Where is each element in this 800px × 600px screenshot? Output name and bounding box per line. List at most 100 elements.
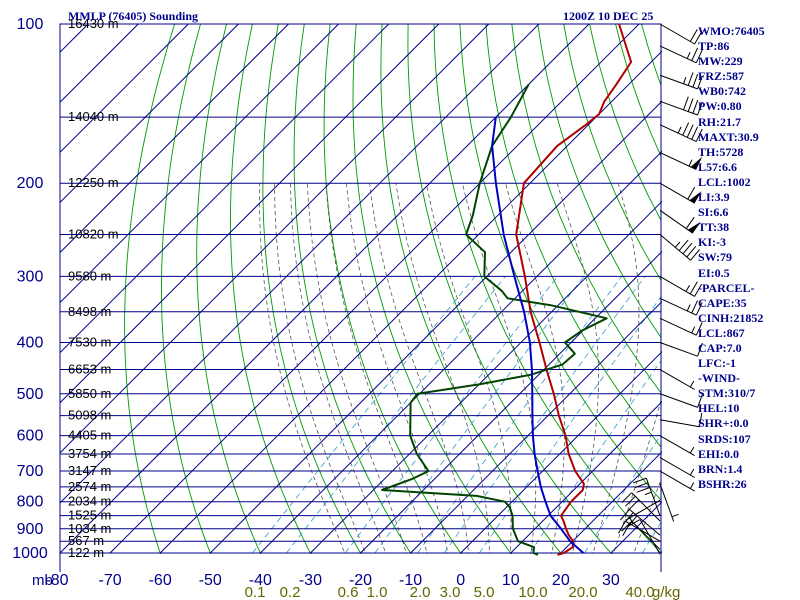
wind-barb [659, 342, 703, 357]
stability-index-item: STM:310/7 [698, 386, 756, 401]
parcel-profile [491, 117, 585, 554]
stability-index-item: CINH:21852 [698, 310, 764, 325]
wind-barb [659, 209, 701, 234]
moist-adiabat [369, 183, 470, 565]
temperature-tick-label: 20 [552, 572, 570, 589]
wind-barb [659, 45, 703, 64]
stability-index-item: LI:3.9 [698, 190, 730, 205]
pressure-tick-label: 500 [17, 386, 44, 403]
mixing-ratio-line [529, 359, 661, 554]
isotherm-line [0, 23, 189, 214]
wind-barb [621, 520, 661, 550]
barb-shaft [633, 477, 661, 516]
isotherm-line [0, 23, 239, 264]
pressure-tick-label: 800 [17, 494, 44, 511]
stability-index-item: WB0:742 [698, 84, 746, 99]
pressure-tick-label: 1000 [12, 545, 48, 562]
barb-shaft [659, 470, 695, 492]
barb-shaft [659, 96, 703, 116]
temperature-tick-label: -10 [399, 572, 422, 589]
stability-index-item: KI:-3 [698, 235, 726, 250]
stability-index-item: SRDS:107 [698, 431, 751, 446]
moist-adiabat [274, 183, 370, 565]
pressure-tick-label: 600 [17, 428, 44, 445]
pressure-tick-label: 200 [17, 175, 44, 192]
barb-shaft [659, 483, 679, 522]
mixing-ratio-label: 40.0 [625, 584, 654, 600]
stability-index-item: EHI:0.0 [698, 446, 740, 461]
barb-shaft [659, 369, 695, 390]
wind-barb [659, 483, 679, 522]
stability-indices-panel: WMO:76405 TP:86 MW:229 FRZ:587 WB0:742 PW:0.8… [698, 24, 765, 492]
barb-shaft [659, 457, 695, 478]
dry-adiabat [323, 24, 470, 565]
mixing-ratio-unit: g/kg [652, 584, 680, 600]
mixing-ratio-line [443, 276, 646, 554]
temperature-tick-label: -60 [149, 572, 172, 589]
dry-adiabat [230, 24, 317, 565]
height-label: 567 m [68, 533, 104, 548]
stability-index-item: PW:0.80 [698, 99, 742, 114]
wind-barb [659, 435, 695, 457]
wind-barb [633, 477, 661, 516]
stability-index-item: TP:86 [698, 39, 730, 54]
temperature-tick-label: -80 [45, 572, 68, 589]
stability-index-item: RH:21.7 [698, 114, 741, 129]
wind-barb [659, 96, 703, 116]
moist-adiabat [307, 183, 410, 565]
wind-barb [659, 72, 703, 90]
stability-index-item: CAPE:35 [698, 295, 747, 310]
barb-shaft [659, 209, 695, 234]
stability-index-item: -WIND- [698, 371, 740, 386]
stability-index-item: SW:79 [698, 250, 733, 265]
temperature-tick-label: -50 [199, 572, 222, 589]
stability-index-item: HEL:10 [698, 401, 740, 416]
barb-shaft [659, 234, 700, 261]
isotherm-line [9, 23, 540, 554]
pressure-tick-label: 100 [17, 16, 44, 33]
isotherm-line [59, 23, 590, 554]
temperature-tick-label: -70 [99, 572, 122, 589]
pressure-tick-label: 700 [17, 463, 44, 480]
moist-adiabat [290, 183, 390, 565]
mixing-ratio-label: 5.0 [474, 584, 495, 600]
isotherm-line [209, 23, 740, 554]
bottom-margin [60, 554, 661, 594]
stability-index-item: L57:6.6 [698, 159, 737, 174]
wind-barb [659, 393, 703, 408]
barb-shaft [627, 519, 661, 555]
wind-barb [659, 234, 700, 261]
moist-adiabat [505, 183, 565, 565]
wind-barb-layer [617, 23, 703, 555]
temperature-tick-label: 0 [456, 572, 465, 589]
temperature-tick-label: 30 [602, 572, 620, 589]
barb-shaft [659, 393, 703, 408]
isotherm-line [159, 23, 690, 554]
height-label: 2034 m [68, 494, 111, 509]
stability-index-item: TT:38 [698, 220, 730, 235]
wind-barb [659, 122, 703, 143]
height-label: 3754 m [68, 446, 111, 461]
barb-shaft [659, 297, 703, 316]
isotherm-line [0, 23, 440, 464]
mixing-ratio-label: 20.0 [568, 584, 597, 600]
mixing-ratio-label: 3.0 [440, 584, 461, 600]
height-label: 10820 m [68, 227, 119, 242]
height-label: 16430 m [68, 16, 119, 31]
x-axis-unit-label: mb [32, 572, 53, 589]
barb-shaft [621, 520, 661, 550]
height-label: 2574 m [68, 479, 111, 494]
wind-barb [621, 492, 661, 522]
height-label: 14040 m [68, 109, 119, 124]
stability-index-item: BSHR:26 [698, 476, 747, 491]
moist-adiabat [556, 183, 599, 565]
dry-adiabat [161, 24, 216, 565]
temperature-tick-label: 10 [502, 572, 520, 589]
temperature-tick-label: -40 [249, 572, 272, 589]
moist-adiabat [325, 183, 430, 565]
plot-frame [59, 23, 662, 554]
moist-adiabat [426, 183, 512, 565]
wind-barb [627, 519, 661, 555]
profile-layer [381, 24, 633, 556]
mixing-ratio-label: 2.0 [410, 584, 431, 600]
